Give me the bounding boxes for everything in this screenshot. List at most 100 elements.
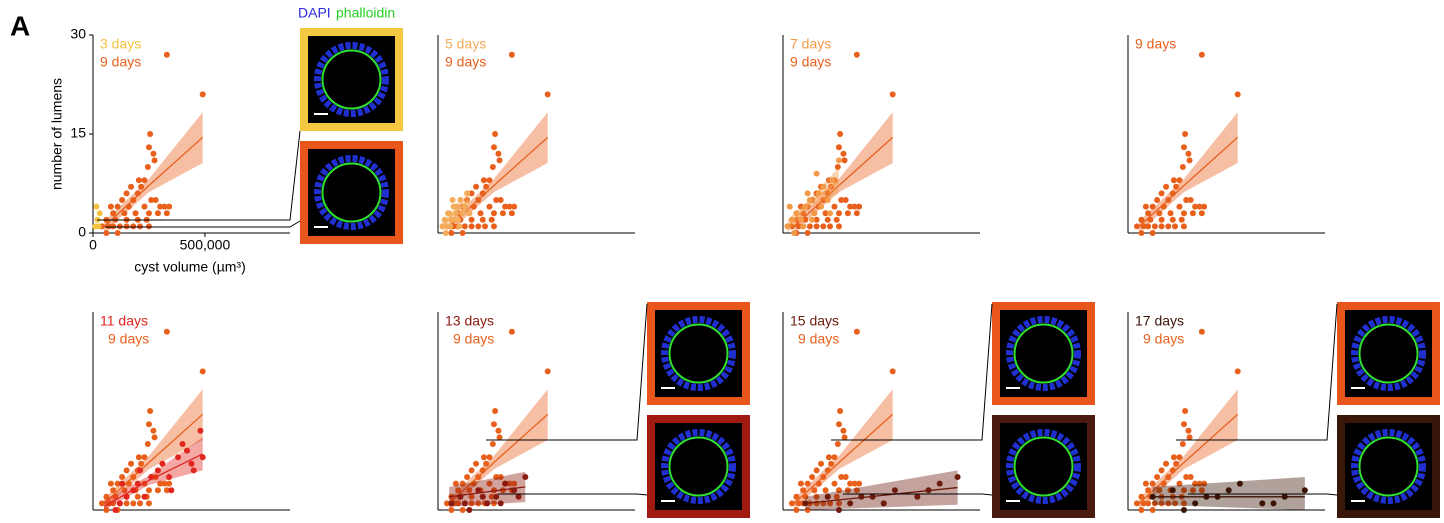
data-point (1176, 177, 1182, 183)
data-point (135, 190, 141, 196)
data-point (835, 441, 841, 447)
data-point (168, 487, 174, 493)
data-point (473, 461, 479, 467)
data-point (460, 210, 466, 216)
data-point (448, 500, 454, 506)
data-point (854, 210, 860, 216)
data-point (497, 157, 503, 163)
data-point (1138, 507, 1144, 513)
data-point (1165, 223, 1171, 229)
data-point (837, 408, 843, 414)
data-point (854, 329, 860, 335)
data-point (175, 454, 181, 460)
data-point (448, 230, 454, 236)
y-tick-label: 0 (78, 224, 86, 240)
data-point (197, 428, 203, 434)
data-point (491, 210, 497, 216)
x-axis-label: cyst volume (µm³) (134, 259, 246, 275)
data-point (141, 177, 147, 183)
data-point (146, 487, 152, 493)
data-point (1181, 507, 1187, 513)
data-point (843, 474, 849, 480)
data-point (147, 131, 153, 137)
data-point (469, 217, 475, 223)
data-point (1259, 500, 1265, 506)
data-point (1152, 223, 1158, 229)
stain-label: DAPI (298, 5, 331, 21)
fit-line (104, 137, 202, 226)
data-point (153, 197, 159, 203)
data-point (489, 217, 495, 223)
data-point (498, 500, 504, 506)
data-point (453, 210, 459, 216)
data-point (1235, 368, 1241, 374)
data-point (1176, 204, 1182, 210)
data-point (484, 500, 490, 506)
data-point (473, 184, 479, 190)
data-point (110, 210, 116, 216)
data-point (486, 177, 492, 183)
data-point (828, 461, 834, 467)
data-point (511, 487, 517, 493)
data-point (914, 494, 920, 500)
data-point (1145, 487, 1151, 493)
fit-line (794, 137, 893, 226)
data-point (124, 223, 130, 229)
data-point (121, 210, 127, 216)
data-point (99, 500, 105, 506)
data-point (457, 494, 463, 500)
data-point (200, 454, 206, 460)
data-point (509, 52, 515, 58)
data-point (108, 204, 114, 210)
data-point (448, 507, 454, 513)
data-point (130, 197, 136, 203)
data-point (128, 461, 134, 467)
data-point (1138, 494, 1144, 500)
data-point (1147, 217, 1153, 223)
data-point (502, 481, 508, 487)
y-axis-label: number of lumens (49, 78, 65, 190)
legend-label: 17 days (1135, 313, 1184, 329)
data-point (1171, 454, 1177, 460)
micrograph (655, 423, 742, 510)
data-point (522, 474, 528, 480)
data-point (816, 481, 822, 487)
data-point (146, 500, 152, 506)
data-point (1161, 481, 1167, 487)
data-point (809, 217, 815, 223)
data-point (802, 204, 808, 210)
data-point (793, 494, 799, 500)
data-point (831, 454, 837, 460)
data-point (469, 467, 475, 473)
data-point (492, 408, 498, 414)
data-point (837, 131, 843, 137)
data-point (442, 217, 448, 223)
data-point (789, 217, 795, 223)
data-point (937, 481, 943, 487)
data-point (110, 223, 116, 229)
data-point (115, 204, 121, 210)
data-point (491, 144, 497, 150)
legend-label: 5 days (445, 36, 486, 52)
data-point (793, 507, 799, 513)
micrograph (1000, 423, 1087, 510)
data-point (843, 197, 849, 203)
data-point (469, 223, 475, 229)
data-point (1180, 441, 1186, 447)
data-point (1150, 507, 1156, 513)
fit-line (1139, 137, 1238, 226)
data-point (858, 494, 864, 500)
data-point (509, 210, 515, 216)
data-point (471, 204, 477, 210)
data-point (117, 223, 123, 229)
data-point (480, 190, 486, 196)
data-point (141, 204, 147, 210)
data-point (466, 210, 472, 216)
data-point (842, 157, 848, 163)
connector (486, 304, 647, 440)
legend-label: 3 days (100, 36, 141, 52)
data-point (1199, 329, 1205, 335)
data-point (955, 474, 961, 480)
data-point (164, 52, 170, 58)
data-point (1163, 461, 1169, 467)
